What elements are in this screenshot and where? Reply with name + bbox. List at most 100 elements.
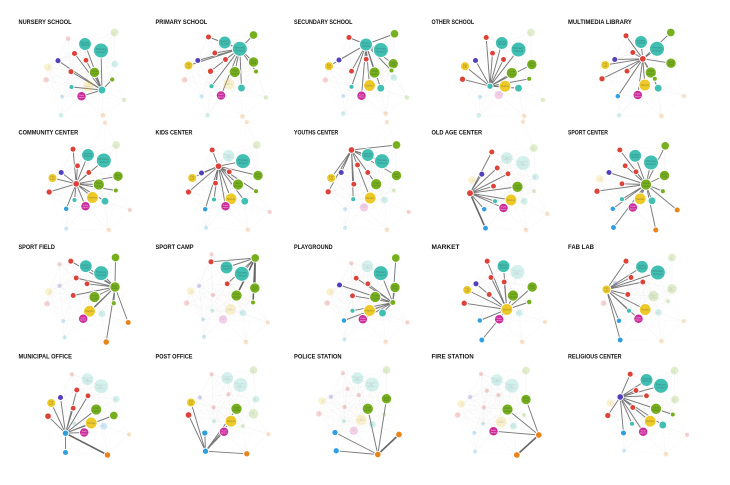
svg-text:KIDS CENTER: KIDS CENTER: [156, 129, 193, 136]
svg-text:Space: Space: [358, 97, 365, 99]
svg-text:School: School: [96, 50, 106, 54]
svg-text:School: School: [225, 155, 233, 159]
svg-text:School: School: [513, 272, 523, 276]
svg-text:Faith: Faith: [635, 93, 641, 96]
svg-text:Faith: Faith: [79, 94, 85, 97]
svg-text:FIRE STATION: FIRE STATION: [432, 353, 474, 360]
svg-text:Nursery: Nursery: [363, 152, 373, 156]
svg-text:Market: Market: [503, 308, 511, 312]
svg-text:Space: Space: [500, 209, 507, 211]
svg-text:Nursery: Nursery: [353, 375, 363, 379]
svg-text:Nursery: Nursery: [81, 263, 91, 267]
svg-text:Market: Market: [365, 84, 373, 88]
svg-text:Primary: Primary: [96, 383, 107, 387]
svg-text:PLAYGROUND: PLAYGROUND: [294, 244, 333, 251]
svg-text:Faith: Faith: [223, 204, 229, 207]
svg-text:Lab: Lab: [329, 178, 334, 181]
svg-text:Primary: Primary: [238, 158, 249, 162]
svg-text:Lab: Lab: [49, 403, 54, 406]
svg-text:Sport: Sport: [390, 61, 396, 64]
svg-text:School: School: [354, 378, 362, 382]
svg-text:School: School: [643, 379, 651, 383]
svg-text:POST OFFICE: POST OFFICE: [156, 353, 194, 360]
svg-text:Sport: Sport: [668, 61, 674, 64]
svg-text:Nursery: Nursery: [224, 152, 234, 156]
svg-text:Market: Market: [357, 418, 365, 422]
svg-text:Lab: Lab: [327, 66, 332, 69]
svg-text:Primary: Primary: [646, 159, 657, 163]
svg-text:School: School: [377, 161, 387, 165]
svg-text:Fab: Fab: [49, 401, 54, 404]
svg-text:Primary: Primary: [99, 157, 110, 161]
svg-text:Youth: Youth: [95, 181, 102, 185]
svg-text:Youth: Youth: [93, 406, 100, 410]
svg-text:Primary: Primary: [96, 270, 107, 274]
svg-text:Market: Market: [226, 308, 234, 312]
svg-text:School: School: [376, 273, 386, 277]
svg-text:SPORT CENTER: SPORT CENTER: [568, 129, 608, 136]
svg-text:Center: Center: [513, 186, 521, 190]
svg-text:Center: Center: [652, 408, 660, 412]
svg-text:Field: Field: [115, 176, 121, 179]
svg-text:Center: Center: [647, 72, 655, 76]
svg-text:School: School: [84, 154, 92, 158]
svg-text:Fab: Fab: [186, 63, 191, 66]
svg-text:Market: Market: [641, 83, 649, 87]
svg-text:Center: Center: [95, 184, 103, 188]
svg-text:Field: Field: [251, 62, 257, 65]
svg-text:Market: Market: [227, 419, 235, 423]
svg-text:School: School: [656, 385, 666, 389]
svg-text:School: School: [493, 379, 501, 383]
svg-text:Space: Space: [640, 433, 647, 435]
svg-text:Nursery: Nursery: [502, 155, 512, 159]
svg-text:Sport: Sport: [115, 174, 121, 177]
svg-text:Youth: Youth: [653, 405, 660, 409]
svg-text:Market: Market: [85, 309, 93, 313]
svg-text:Nursery: Nursery: [631, 152, 641, 156]
svg-text:Space: Space: [218, 96, 225, 98]
svg-text:Youth: Youth: [231, 69, 238, 73]
svg-text:School: School: [84, 379, 92, 383]
svg-text:Sport: Sport: [392, 285, 398, 288]
svg-text:Youth: Youth: [504, 406, 511, 410]
svg-text:NURSERY SCHOOL: NURSERY SCHOOL: [19, 19, 72, 26]
svg-text:Nursery: Nursery: [642, 377, 652, 381]
svg-text:Market: Market: [641, 308, 649, 312]
svg-text:Lab: Lab: [603, 65, 608, 68]
svg-text:Primary: Primary: [652, 45, 663, 49]
svg-text:Nursery: Nursery: [637, 263, 647, 267]
svg-text:Lab: Lab: [51, 178, 56, 181]
svg-text:Primary: Primary: [513, 46, 524, 50]
svg-text:Sport: Sport: [523, 397, 529, 400]
svg-text:Lab: Lab: [465, 290, 470, 293]
svg-text:School: School: [498, 42, 506, 46]
svg-text:Nursery: Nursery: [363, 263, 373, 267]
svg-text:Market: Market: [88, 196, 96, 200]
svg-text:Space: Space: [360, 320, 367, 322]
svg-text:Market: Market: [507, 198, 515, 202]
svg-text:Primary: Primary: [507, 382, 518, 386]
svg-text:Sport: Sport: [112, 285, 118, 288]
svg-text:Primary: Primary: [376, 47, 387, 51]
svg-text:RELIGIOUS CENTER: RELIGIOUS CENTER: [568, 353, 622, 360]
svg-text:Space: Space: [630, 208, 637, 210]
svg-text:Field: Field: [529, 287, 535, 290]
svg-text:School: School: [362, 44, 371, 48]
svg-text:School: School: [518, 163, 528, 167]
svg-text:Space: Space: [635, 96, 642, 98]
svg-text:Field: Field: [523, 400, 529, 403]
svg-text:YOUTHS CENTER: YOUTHS CENTER: [294, 129, 339, 136]
svg-text:SECUNDARY SCHOOL: SECUNDARY SCHOOL: [294, 19, 352, 26]
svg-text:Space: Space: [490, 432, 497, 434]
svg-text:Market: Market: [636, 197, 644, 201]
svg-text:Youth: Youth: [514, 183, 521, 187]
svg-text:School: School: [82, 266, 90, 270]
svg-text:Field: Field: [255, 176, 261, 179]
svg-text:SPORT CAMP: SPORT CAMP: [156, 244, 195, 251]
svg-text:Space: Space: [496, 320, 503, 322]
svg-text:School: School: [631, 155, 639, 159]
svg-text:Sport: Sport: [529, 62, 535, 65]
svg-text:Primary: Primary: [235, 382, 246, 386]
svg-text:Center: Center: [90, 72, 98, 76]
svg-text:School: School: [223, 267, 231, 271]
